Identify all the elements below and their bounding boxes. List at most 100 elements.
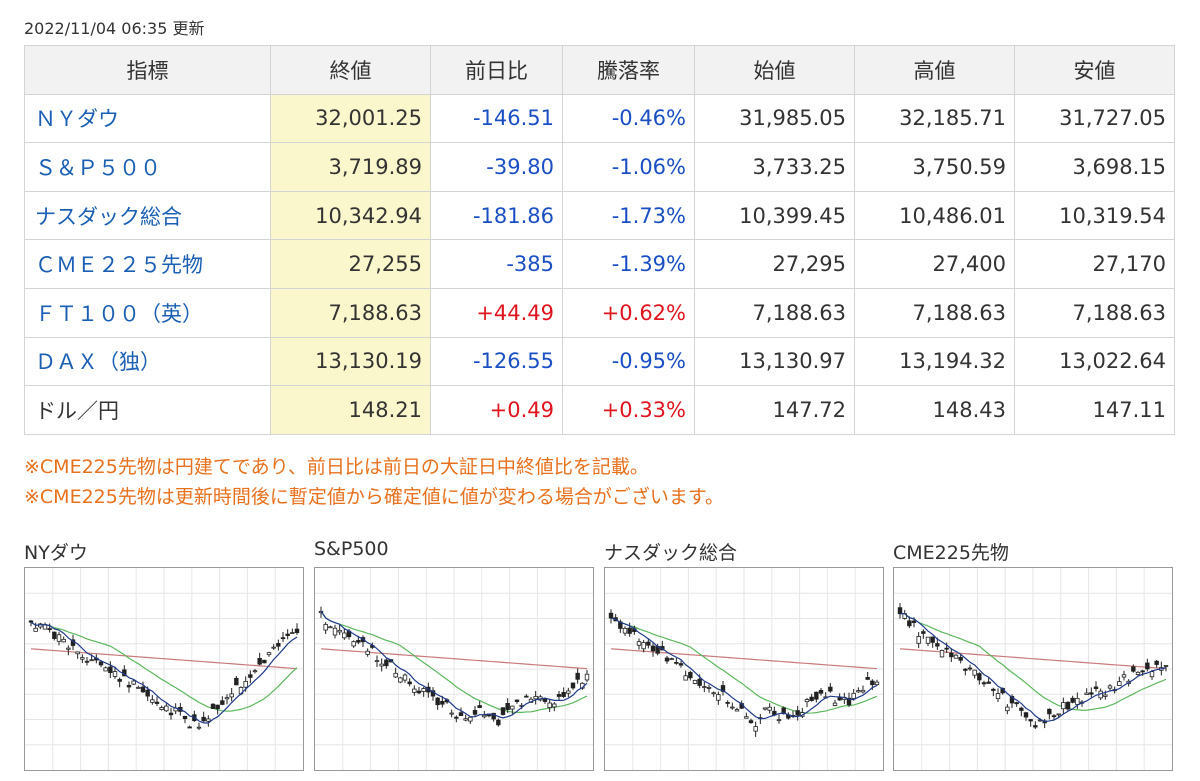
chart-nydow[interactable] xyxy=(24,567,304,771)
candle xyxy=(1117,676,1122,686)
candle xyxy=(692,679,698,685)
candle xyxy=(468,716,473,724)
candle xyxy=(196,722,202,730)
candle xyxy=(809,693,814,702)
cell-change: -181.86 xyxy=(430,190,563,241)
candle xyxy=(814,691,819,703)
cell-open: 31,985.05 xyxy=(694,93,855,144)
candle xyxy=(650,643,656,657)
candle xyxy=(762,707,768,711)
candle xyxy=(266,651,272,657)
cell-low: 7,188.63 xyxy=(1014,287,1175,338)
ma-mid-line xyxy=(320,610,588,713)
candle xyxy=(66,645,71,656)
cell-low: 147.11 xyxy=(1014,385,1175,435)
cell-open: 27,295 xyxy=(694,239,855,289)
candle xyxy=(458,707,464,717)
cell-rate: -0.95% xyxy=(562,336,695,387)
candlestick-chart xyxy=(605,568,883,770)
candle xyxy=(967,664,973,671)
candle xyxy=(683,670,688,681)
candle xyxy=(552,702,557,712)
candle xyxy=(84,657,90,666)
ma-short-line xyxy=(320,610,588,719)
cell-close: 7,188.63 xyxy=(270,287,431,338)
candle xyxy=(664,655,670,664)
candle xyxy=(332,624,338,639)
candle xyxy=(1084,688,1089,695)
chart-nasdaq[interactable] xyxy=(604,567,884,771)
table-row: ナスダック総合 10,342.94 -181.86 -1.73% 10,399.45 10… xyxy=(24,190,1175,241)
chart-grid xyxy=(315,568,593,770)
candle xyxy=(168,707,174,720)
candle xyxy=(991,687,996,697)
candle xyxy=(271,644,276,650)
cell-close: 3,719.89 xyxy=(270,142,431,192)
candle xyxy=(575,668,580,684)
candle xyxy=(995,688,1001,702)
cell-change: -126.55 xyxy=(430,336,563,387)
candle xyxy=(669,657,674,661)
candle xyxy=(1061,697,1066,715)
cell-low: 3,698.15 xyxy=(1014,142,1175,192)
candle xyxy=(865,671,870,680)
candle xyxy=(206,715,211,727)
row-name-link[interactable]: ＮＹダウ xyxy=(24,93,271,144)
candle xyxy=(210,703,216,709)
ma-short-line xyxy=(899,613,1167,723)
candle xyxy=(930,636,935,648)
candle xyxy=(800,707,805,719)
candle xyxy=(921,629,926,639)
candle xyxy=(159,705,164,711)
cell-close: 13,130.19 xyxy=(270,336,431,387)
candle xyxy=(753,721,758,738)
candle xyxy=(463,714,468,722)
candle xyxy=(407,678,412,687)
candle xyxy=(1075,692,1080,709)
ma-mid-line xyxy=(610,617,878,714)
cell-high: 10,486.01 xyxy=(854,190,1015,241)
cell-close: 10,342.94 xyxy=(270,190,431,241)
note-cme-provisional: ※CME225先物は更新時間後に暫定値から確定値に値が変わる場合がございます。 xyxy=(24,486,724,508)
candle xyxy=(201,711,206,722)
cell-open: 10,399.45 xyxy=(694,190,855,241)
chart-sp500[interactable] xyxy=(314,567,594,771)
candle xyxy=(608,609,614,624)
candle xyxy=(748,718,754,724)
candle xyxy=(944,642,949,653)
chart-cme225[interactable] xyxy=(893,567,1173,771)
candle xyxy=(402,673,408,683)
row-name-link[interactable]: Ｓ＆Ｐ５００ xyxy=(24,142,271,192)
candle xyxy=(556,691,562,701)
candle xyxy=(566,687,571,698)
candle xyxy=(328,625,333,629)
cell-open: 3,733.25 xyxy=(694,142,855,192)
table-row: Ｓ＆Ｐ５００ 3,719.89 -39.80 -1.06% 3,733.25 3,750.… xyxy=(24,142,1175,192)
row-name-link[interactable]: ＣＭＥ２２５先物 xyxy=(24,239,271,289)
cell-low: 13,022.64 xyxy=(1014,336,1175,387)
row-name-link[interactable]: ＤＡＸ（独） xyxy=(24,336,271,387)
candle xyxy=(412,685,417,696)
candle xyxy=(365,648,370,657)
row-name-link[interactable]: ナスダック総合 xyxy=(24,190,271,241)
cell-high: 148.43 xyxy=(854,385,1015,435)
candle xyxy=(393,667,398,679)
candle xyxy=(1135,671,1141,676)
candle xyxy=(1023,712,1029,721)
cell-high: 7,188.63 xyxy=(854,287,1015,338)
candle xyxy=(734,707,740,712)
candle xyxy=(435,696,440,710)
candle xyxy=(1028,718,1033,727)
candle xyxy=(510,705,515,714)
row-name-link[interactable]: ＦＴ１００（英） xyxy=(24,287,271,338)
candle xyxy=(112,666,118,679)
candle xyxy=(182,715,188,724)
cell-rate: -1.73% xyxy=(562,190,695,241)
candle xyxy=(524,694,529,698)
updated-timestamp: 2022/11/04 06:35 更新 xyxy=(24,19,205,38)
candle xyxy=(505,698,510,713)
candle xyxy=(75,651,80,659)
candle xyxy=(939,649,945,658)
table-row: ＮＹダウ 32,001.25 -146.51 -0.46% 31,985.05 32,18… xyxy=(24,93,1175,144)
chart-title-nasdaq: ナスダック総合 xyxy=(604,542,738,564)
